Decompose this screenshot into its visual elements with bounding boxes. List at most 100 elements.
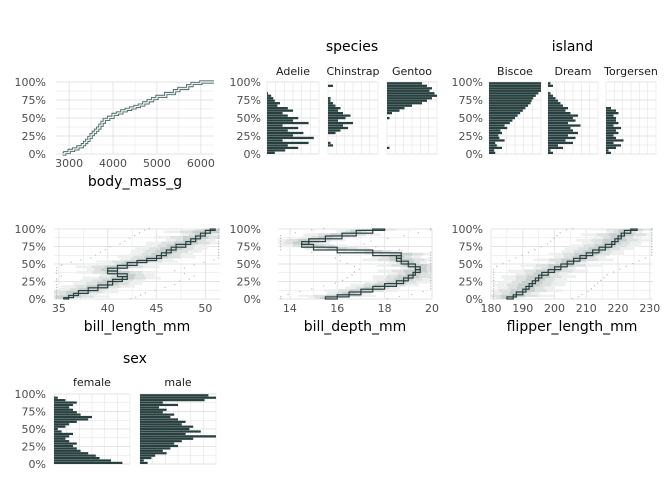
bill_length_mm-y-tick-label: 75% (22, 241, 46, 254)
island-facet-bar (606, 124, 614, 127)
flipper_length_mm-ecdf-step (614, 238, 619, 243)
flipper_length_mm-y-tick-label: 0% (466, 293, 483, 306)
island-facet-bar (548, 146, 563, 150)
bill_length_mm-whisker-point (218, 237, 220, 239)
island-facet-bar (606, 121, 619, 125)
species-facet-bar (267, 126, 299, 130)
bill_length_mm-ecdf-step (160, 252, 167, 257)
bill_depth_mm-whisker-point (280, 298, 282, 300)
sex-facet-bar (54, 403, 73, 407)
sex-facet-bar (140, 413, 175, 416)
flipper_length_mm-ecdf-step (623, 229, 632, 234)
bill_length_mm-whisker-point (138, 232, 141, 234)
bill_length_mm-whisker-point (218, 257, 220, 259)
bill_depth_mm-ecdf-step (372, 252, 402, 257)
bill_depth_mm-x-tick-label: 20 (425, 302, 439, 315)
sex-facet-bar (54, 430, 62, 433)
species-facet-bar (267, 107, 288, 110)
flipper_length_mm-ecdf-step (620, 232, 626, 237)
bill_length_mm-whisker-point (124, 240, 126, 242)
island-facet-bar (606, 111, 619, 115)
flipper_length_mm-whisker-point (619, 268, 621, 270)
island-facet-bar (548, 92, 551, 95)
flipper_length_mm-whisker-point (651, 232, 653, 234)
island-facet-label: Dream (555, 65, 592, 78)
flipper_length_mm-ecdf-step (531, 280, 537, 285)
body_mass_g-x-tick-label: 6000 (187, 157, 215, 170)
species-facet-bar (387, 146, 390, 150)
flipper_length_mm-whisker-point (651, 254, 653, 256)
species-facet-bar (267, 144, 288, 147)
bill_depth_mm-ecdf-step (384, 283, 398, 288)
bill_depth_mm-whisker-point (280, 240, 282, 242)
sex-facet-bar (140, 425, 194, 428)
island-facet-bar (548, 149, 551, 152)
flipper_length_mm-whisker-point (590, 288, 592, 290)
bill_length_mm-whisker-point (148, 228, 150, 230)
flipper_length_mm-whisker-point (550, 240, 552, 242)
bill_depth_mm-whisker-point (299, 291, 301, 293)
bill_depth_mm-whisker-point (398, 249, 401, 251)
bill_depth_mm-whisker-point (386, 237, 389, 239)
flipper_length_mm-whisker-point (651, 249, 653, 251)
bill_length_mm-whisker-point (174, 284, 176, 286)
island-facet-bar (548, 136, 576, 140)
flipper_length_mm-whisker-point (625, 265, 627, 267)
flipper_length_mm-ecdf-step (538, 274, 543, 279)
sex-facet-bar (54, 413, 81, 416)
species-facet-bar (267, 136, 314, 140)
bill_depth_mm-whisker-point (430, 285, 432, 287)
bill_depth_mm-ecdf-step (400, 260, 409, 265)
bill_depth_mm-whisker-point (358, 268, 360, 270)
bill_depth_mm-whisker-point (430, 257, 432, 259)
bill_length_mm-ecdf-step (111, 278, 123, 283)
sex-panel-title: sex (123, 351, 147, 367)
sex-facet-bar (140, 396, 216, 399)
species-facet-bar (267, 141, 309, 145)
flipper_length_mm-x-tick-label: 230 (639, 302, 660, 315)
flipper_length_mm-whisker-point (493, 274, 495, 276)
bill_length_mm-whisker-point (218, 254, 220, 256)
bill_depth_mm-whisker-point (370, 240, 372, 242)
bill_depth_mm-whisker-point (280, 235, 282, 237)
body_mass_g-x-tick-label: 3000 (55, 157, 83, 170)
bill_depth_mm-whisker-point (417, 232, 419, 234)
flipper_length_mm-whisker-point (521, 254, 523, 256)
flipper_length_mm-ecdf-step (515, 291, 524, 296)
island-facet-bar (548, 114, 578, 117)
bill_depth_mm-whisker-point (311, 288, 313, 290)
island-facet-bar (489, 114, 518, 117)
sex-facet-bar (140, 394, 209, 397)
bill_depth_mm-ecdf-step (355, 229, 374, 234)
flipper_length_mm-ecdf-step (522, 288, 527, 293)
sex-facet-bar (54, 411, 77, 414)
flipper_length_mm-whisker-point (546, 243, 549, 245)
bill_depth_mm-whisker-point (430, 228, 432, 230)
flipper_length_mm-whisker-point (502, 263, 504, 265)
bill_length_mm-ecdf-step (209, 228, 216, 231)
island-facet-bar (606, 144, 621, 147)
flipper_length_mm-ecdf-step (506, 296, 514, 300)
bill_length_mm-x-tick-label: 45 (150, 302, 164, 315)
species-facet-bar (387, 109, 400, 112)
bill_depth_mm-x-tick-label: 16 (330, 302, 344, 315)
species-y-tick-label: 0% (244, 148, 261, 161)
bill_length_mm-whisker-point (218, 229, 220, 231)
bill_length_mm-ecdf-step (77, 290, 89, 295)
sex-facet-bar (54, 432, 73, 436)
bill_length_mm-whisker-point (56, 272, 58, 274)
bill_length_mm-y-tick-label: 50% (22, 258, 46, 271)
sex-facet-bar (54, 452, 89, 455)
bill_length_mm-ecdf-step (116, 264, 128, 269)
sex-facet-bar (54, 447, 77, 450)
bill_length_mm-whisker-point (56, 289, 58, 291)
bill_length_mm-whisker-point (56, 284, 58, 286)
bill_depth_mm-whisker-point (430, 274, 432, 276)
island-facet-bar (548, 144, 558, 147)
bill_depth_mm-ecdf-step (412, 271, 417, 276)
flipper_length_mm-ecdf-step (566, 260, 575, 265)
bill_length_mm-x-tick-label: 35 (52, 302, 66, 315)
flipper_length_mm-whisker-point (508, 260, 510, 262)
island-facet-bar (548, 104, 563, 107)
bill_depth_mm-whisker-point (353, 271, 356, 273)
